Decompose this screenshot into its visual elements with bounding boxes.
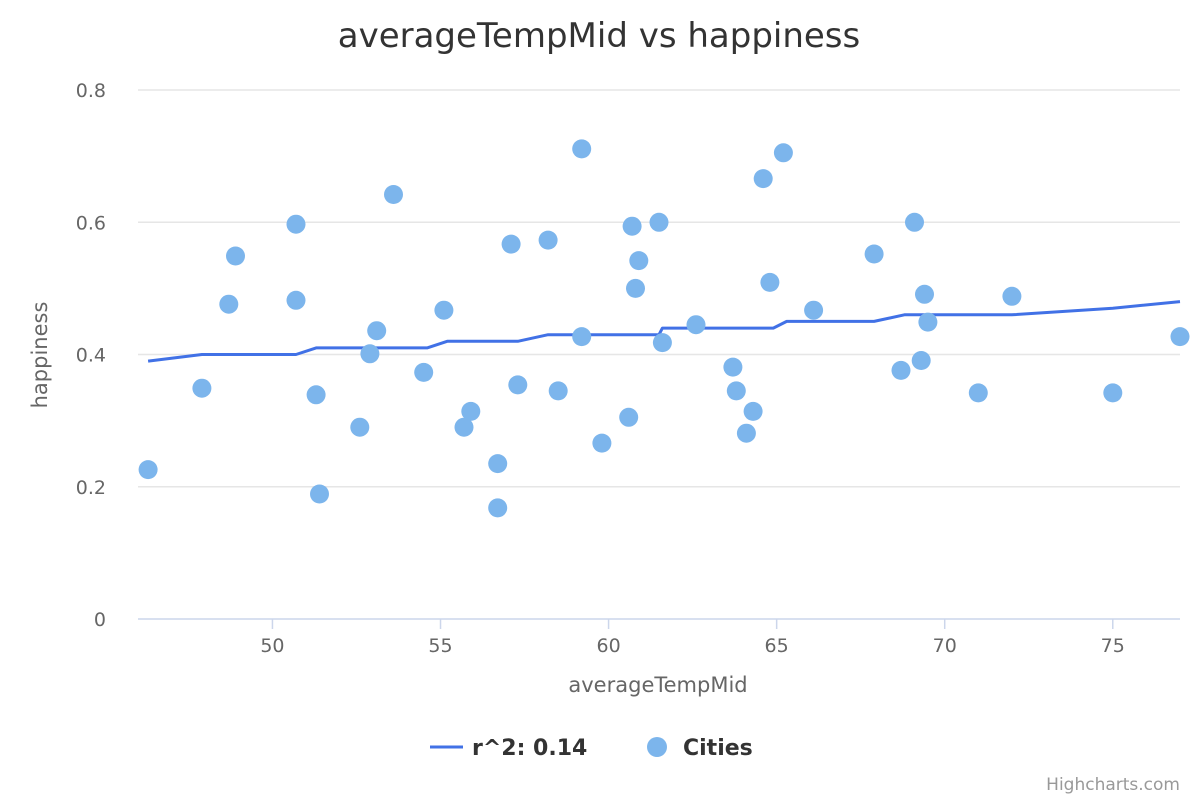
plot-area	[138, 139, 1190, 518]
city-point[interactable]	[592, 433, 612, 453]
y-axis-title: happiness	[28, 302, 52, 409]
city-point[interactable]	[488, 498, 508, 518]
city-point[interactable]	[773, 143, 793, 163]
city-point[interactable]	[723, 357, 743, 377]
city-point[interactable]	[968, 383, 988, 403]
city-point[interactable]	[488, 454, 508, 474]
city-point[interactable]	[219, 294, 239, 314]
city-point[interactable]	[726, 381, 746, 401]
legend-label-regression: r^2: 0.14	[472, 736, 587, 761]
legend-circle-symbol	[647, 737, 667, 757]
city-point[interactable]	[629, 251, 649, 271]
y-tick-label: 0.8	[76, 80, 106, 102]
city-point[interactable]	[538, 230, 558, 250]
city-point[interactable]	[548, 381, 568, 401]
y-tick-label: 0.6	[76, 212, 106, 234]
city-point[interactable]	[572, 327, 592, 347]
x-axis-title: averageTempMid	[568, 673, 747, 697]
city-point[interactable]	[905, 212, 924, 232]
city-point[interactable]	[360, 344, 380, 364]
y-tick-label: 0.4	[76, 345, 106, 367]
x-tick-label: 70	[933, 635, 957, 657]
city-point[interactable]	[508, 375, 528, 395]
city-point[interactable]	[1103, 383, 1123, 403]
city-point[interactable]	[286, 290, 306, 310]
x-tick-label: 75	[1101, 635, 1125, 657]
x-axis-ticks	[271, 619, 1114, 629]
city-point[interactable]	[310, 484, 329, 504]
chart-title: averageTempMid vs happiness	[338, 16, 861, 56]
city-point[interactable]	[501, 234, 521, 254]
city-point[interactable]	[652, 333, 672, 353]
city-point[interactable]	[753, 169, 773, 189]
city-point[interactable]	[286, 214, 306, 234]
y-tick-label: 0	[94, 609, 106, 631]
city-point[interactable]	[1002, 286, 1022, 306]
city-point[interactable]	[192, 378, 212, 398]
x-tick-label: 55	[428, 635, 452, 657]
legend-item-regression[interactable]: r^2: 0.14	[430, 736, 587, 761]
x-tick-label: 60	[596, 635, 620, 657]
x-axis-labels: 50 55 60 65 70 75	[260, 635, 1125, 657]
city-point[interactable]	[736, 423, 756, 443]
city-point[interactable]	[743, 401, 763, 421]
city-point[interactable]	[686, 315, 706, 335]
city-point[interactable]	[226, 246, 245, 266]
city-point[interactable]	[414, 362, 434, 382]
city-point[interactable]	[864, 244, 884, 264]
y-tick-label: 0.2	[76, 477, 106, 499]
city-point[interactable]	[572, 139, 592, 159]
city-point[interactable]	[306, 385, 326, 405]
city-point[interactable]	[804, 300, 824, 320]
city-point[interactable]	[138, 460, 158, 480]
y-axis-labels: 0 0.2 0.4 0.6 0.8	[76, 80, 106, 631]
city-point[interactable]	[461, 401, 481, 421]
city-point[interactable]	[434, 300, 454, 320]
credits-link[interactable]: Highcharts.com	[1046, 775, 1180, 795]
city-point[interactable]	[918, 312, 938, 332]
x-tick-label: 50	[260, 635, 284, 657]
city-point[interactable]	[649, 212, 669, 232]
city-point[interactable]	[622, 216, 642, 236]
city-point[interactable]	[915, 284, 934, 304]
city-point[interactable]	[350, 417, 370, 437]
city-point[interactable]	[1170, 327, 1190, 347]
city-point[interactable]	[891, 360, 911, 380]
city-point[interactable]	[626, 278, 645, 298]
city-point[interactable]	[367, 321, 387, 341]
city-point[interactable]	[619, 407, 639, 427]
legend-item-cities[interactable]: Cities	[647, 736, 753, 761]
x-tick-label: 65	[765, 635, 789, 657]
city-point[interactable]	[911, 351, 931, 370]
city-point[interactable]	[454, 417, 474, 437]
city-point[interactable]	[384, 185, 403, 204]
legend-label-cities: Cities	[683, 736, 753, 761]
city-point[interactable]	[760, 272, 780, 292]
